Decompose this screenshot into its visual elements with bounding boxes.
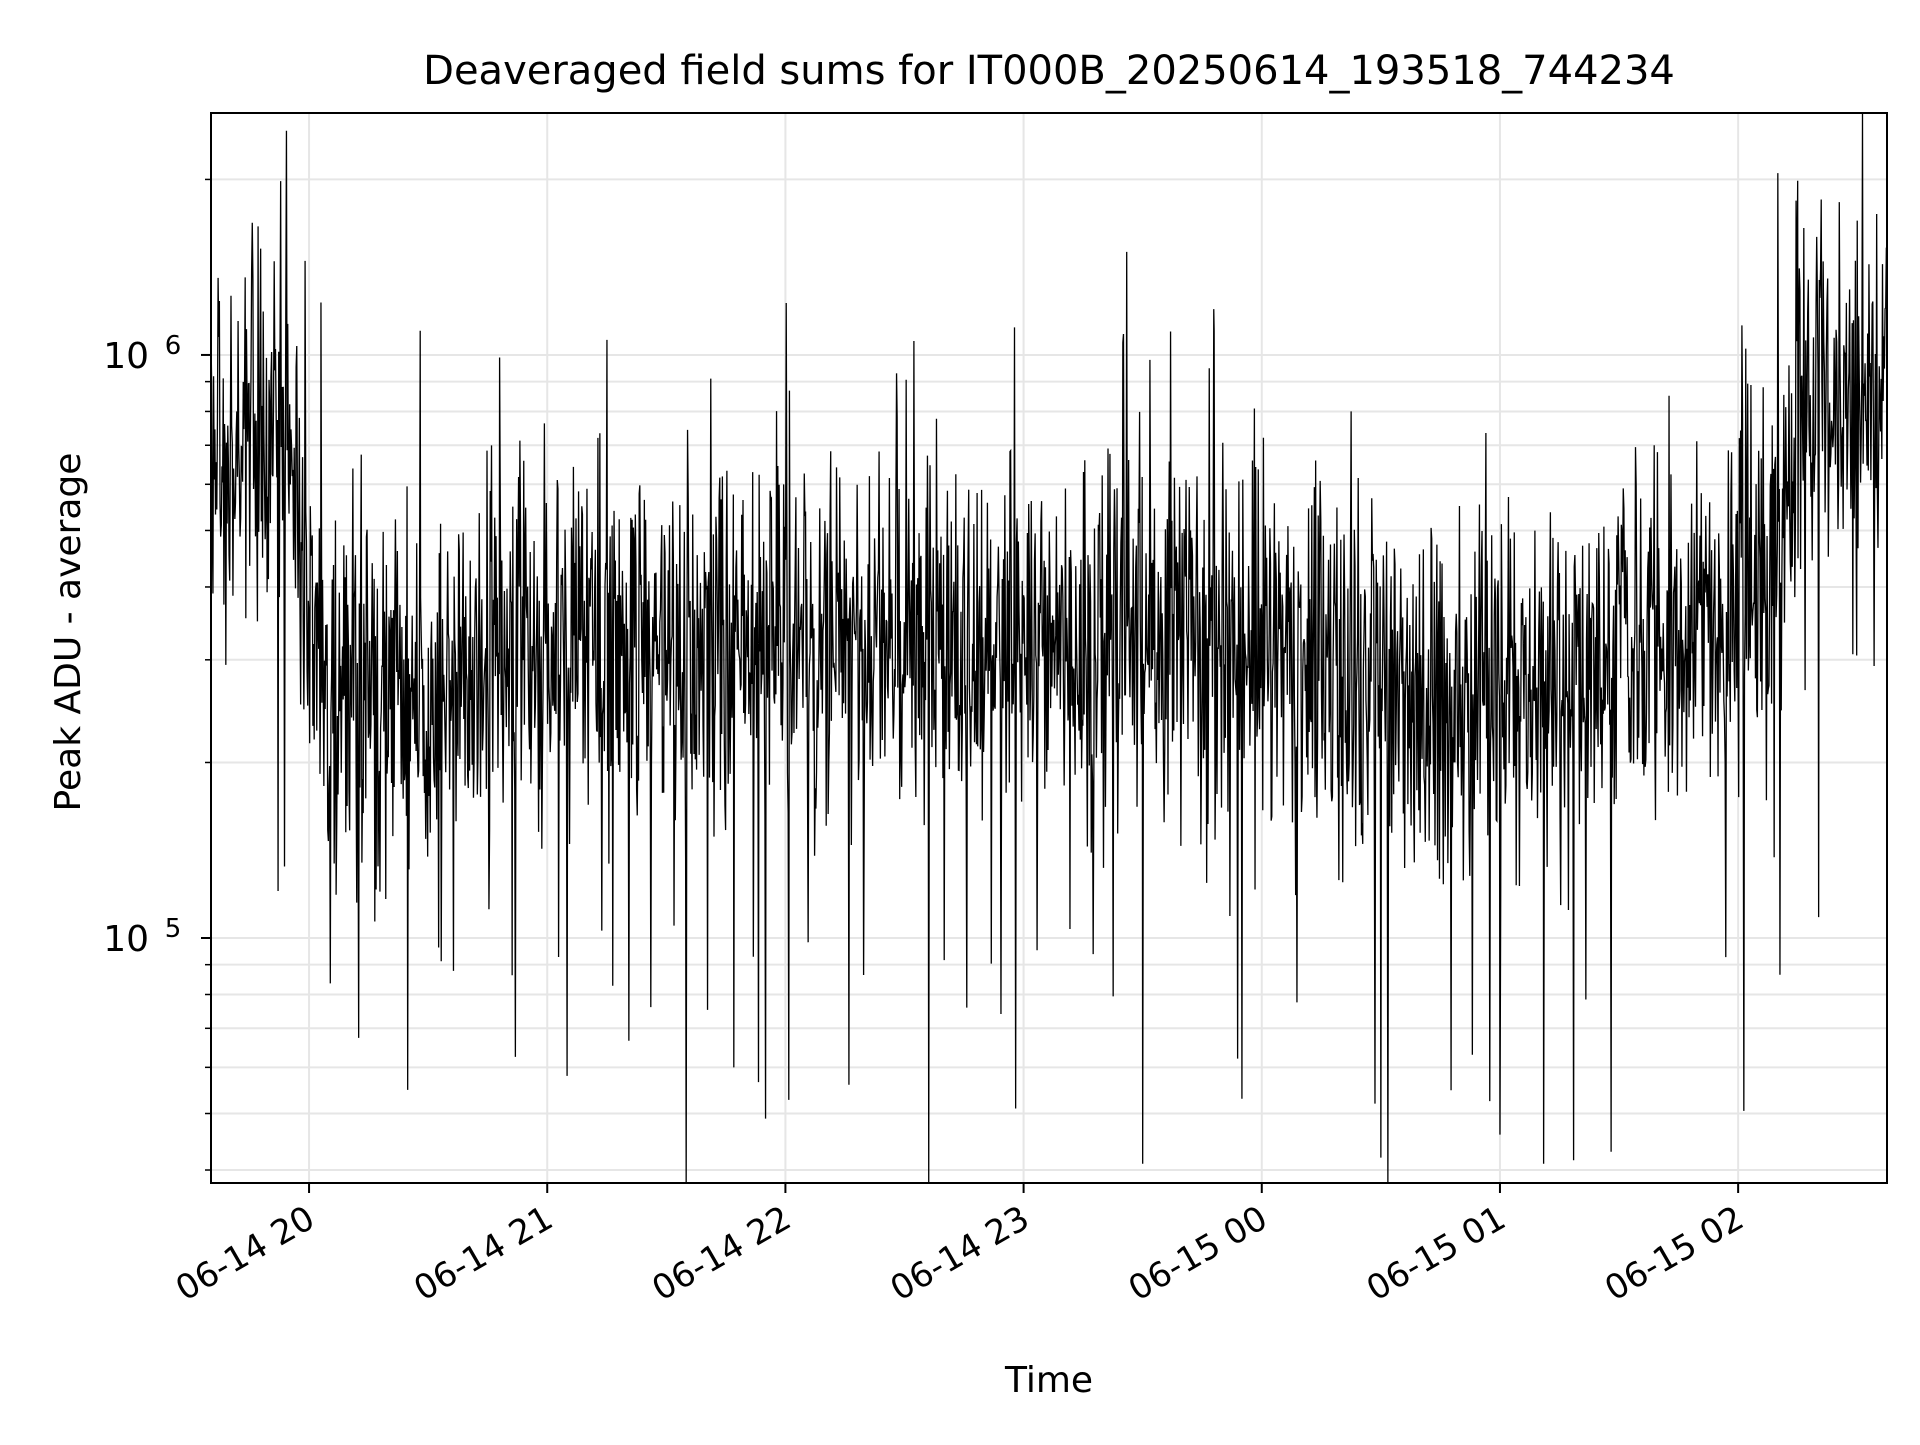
plot-frame [210,112,1888,1184]
y-axis-label: Peak ADU - average [48,453,89,812]
series-line [210,112,1888,1184]
chart-title: Deaveraged field sums for IT000B_2025061… [423,48,1675,94]
x-axis-label: Time [1004,1360,1093,1401]
series-layer [210,112,1888,1184]
